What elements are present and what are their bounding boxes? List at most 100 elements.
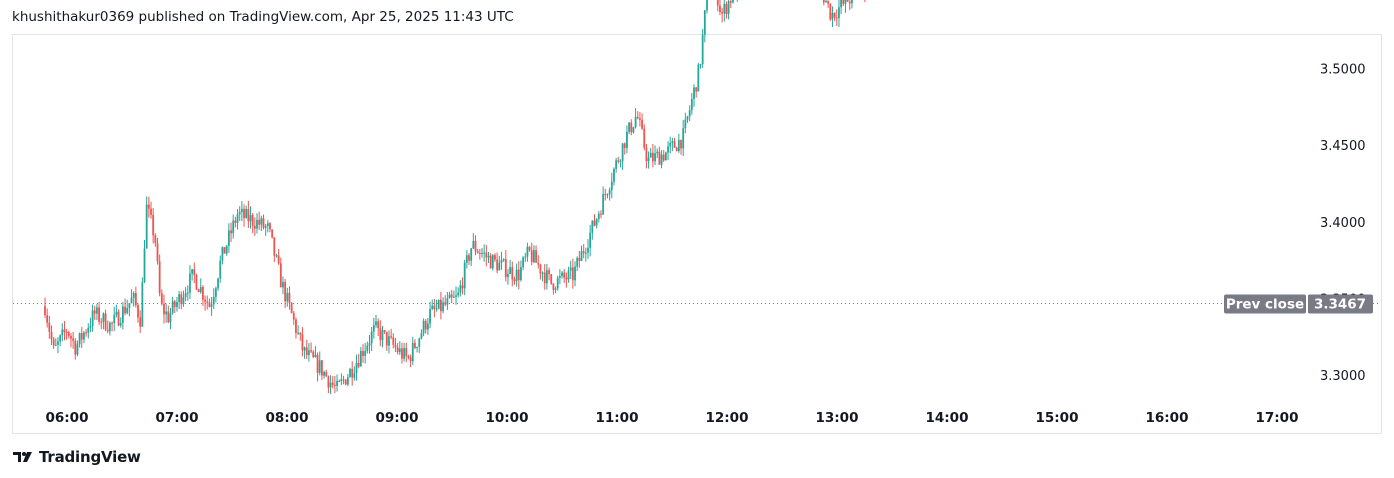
candle-body — [435, 308, 438, 310]
candle-body — [407, 356, 410, 358]
candle-body — [682, 128, 685, 149]
candle-body — [176, 302, 178, 307]
candle-body — [822, 0, 825, 3]
candle-body — [645, 147, 648, 162]
candle-body — [699, 64, 702, 66]
candle-body — [314, 354, 317, 358]
candle-body — [282, 281, 284, 288]
candle-body — [362, 351, 364, 356]
candle-body — [275, 255, 278, 257]
candle-body — [206, 301, 209, 303]
candle-body — [189, 273, 191, 293]
candle-body — [838, 7, 840, 19]
candle-body — [398, 348, 401, 353]
candle-body — [385, 331, 388, 346]
candle-body — [299, 332, 302, 335]
candle-body — [725, 3, 728, 15]
candle-body — [613, 168, 615, 182]
candle-body — [582, 251, 585, 254]
candle-body — [470, 248, 473, 261]
candle-body — [61, 329, 64, 336]
candle-body — [96, 307, 98, 314]
candle-body — [442, 302, 444, 312]
candle-body — [405, 348, 408, 357]
price-tick-label: 3.4500 — [1320, 139, 1366, 154]
candle-body — [550, 274, 553, 284]
candle-body — [723, 3, 726, 14]
candle-body — [169, 313, 172, 323]
candle-body — [124, 306, 126, 314]
candle-body — [571, 267, 574, 281]
candle-body — [693, 87, 695, 99]
time-tick-label: 14:00 — [926, 410, 969, 426]
prev-close-value: 3.3467 — [1314, 296, 1366, 312]
price-tick-label: 3.5000 — [1320, 63, 1366, 78]
candle-body — [463, 262, 466, 289]
candle-body — [377, 321, 380, 329]
candle-body — [671, 141, 674, 143]
candle-body — [552, 283, 555, 290]
candle-body — [171, 301, 174, 314]
candle-body — [351, 368, 354, 378]
candle-body — [539, 264, 542, 274]
candle-body — [472, 240, 475, 249]
prev-close-value-box — [1308, 294, 1373, 314]
candle-body — [507, 273, 509, 278]
candle-body — [703, 10, 706, 35]
candle-body — [701, 34, 704, 65]
candle-body — [327, 376, 330, 388]
candle-body — [98, 307, 100, 322]
candle-body — [593, 220, 596, 226]
candle-body — [487, 255, 490, 258]
candle-body — [401, 348, 403, 359]
candle-body — [279, 263, 282, 288]
candle-body — [245, 208, 248, 218]
prev-close-badge: Prev close 3.3467 — [1224, 294, 1373, 314]
time-tick-label: 07:00 — [156, 410, 199, 426]
candle-body — [669, 142, 672, 147]
candle-body — [370, 331, 373, 344]
candle-body — [643, 128, 646, 148]
candle-body — [427, 323, 429, 330]
candle-body — [186, 292, 189, 294]
candle-body — [394, 344, 397, 348]
candle-body — [418, 338, 421, 348]
candle-body — [565, 277, 568, 280]
candle-body — [481, 253, 483, 255]
candle-body — [104, 313, 107, 330]
candle-body — [167, 311, 170, 323]
candle-body — [119, 322, 122, 326]
candle-body — [569, 267, 572, 271]
candle-body — [109, 322, 111, 332]
candle-body — [576, 257, 579, 267]
candle-body — [137, 305, 139, 318]
candle-body — [210, 304, 213, 307]
candle-body — [414, 342, 416, 349]
candle-body — [93, 310, 96, 314]
tradingview-logo[interactable]: TradingView — [13, 448, 141, 466]
price-tick-label: 3.5500 — [1320, 0, 1366, 1]
candle-body — [621, 143, 624, 162]
candle-body — [72, 338, 75, 341]
candle-body — [468, 255, 470, 261]
candle-body — [452, 296, 455, 298]
candle-body — [366, 345, 369, 351]
candle-body — [78, 333, 81, 345]
candle-body — [500, 260, 503, 263]
candle-body — [485, 252, 488, 258]
candle-body — [489, 255, 492, 269]
candle-body — [130, 297, 133, 304]
candle-body — [541, 272, 544, 274]
candle-body — [610, 181, 613, 191]
candle-body — [509, 267, 512, 274]
candle-body — [554, 288, 557, 290]
candle-body — [591, 220, 594, 233]
candle-body — [623, 143, 626, 148]
candle-body — [688, 110, 691, 117]
candle-body — [455, 295, 457, 297]
candle-body — [716, 0, 719, 6]
candle-body — [338, 380, 341, 382]
candle-body — [232, 220, 235, 234]
candle-body — [732, 0, 734, 3]
